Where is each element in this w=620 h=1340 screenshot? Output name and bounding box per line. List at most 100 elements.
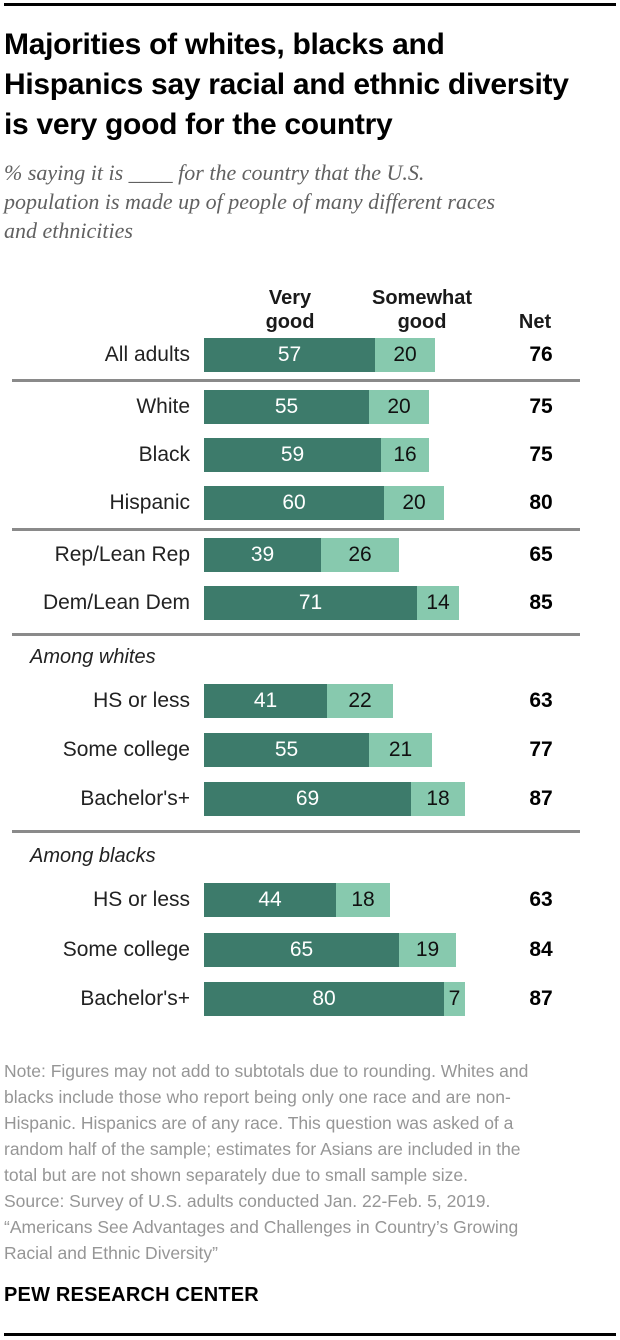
row-whites-some-college: Some college 55 21 77 <box>4 733 616 767</box>
section-divider <box>12 528 580 531</box>
row-label: HS or less <box>93 689 190 712</box>
row-dem-lean-dem: Dem/Lean Dem 71 14 85 <box>4 586 616 620</box>
very-good-value: 80 <box>312 987 336 1010</box>
very-good-segment: 55 <box>204 733 369 767</box>
row-black: Black 59 16 75 <box>4 438 616 472</box>
somewhat-good-value: 7 <box>448 987 461 1010</box>
stacked-bar: 41 22 <box>204 684 393 718</box>
very-good-segment: 57 <box>204 338 375 372</box>
row-hispanic: Hispanic 60 20 80 <box>4 486 616 520</box>
stacked-bar: 65 19 <box>204 933 456 967</box>
section-divider <box>12 633 580 636</box>
row-all-adults: All adults 57 20 76 <box>4 338 616 372</box>
somewhat-good-segment: 7 <box>444 982 465 1016</box>
net-value: 80 <box>529 491 553 514</box>
row-whites-hs-or-less: HS or less 41 22 63 <box>4 684 616 718</box>
very-good-segment: 65 <box>204 933 399 967</box>
row-label: Black <box>138 443 190 466</box>
very-good-segment: 60 <box>204 486 384 520</box>
very-good-value: 65 <box>289 938 314 961</box>
net-value: 63 <box>529 689 553 712</box>
very-good-segment: 39 <box>204 538 321 572</box>
stacked-bar: 39 26 <box>204 538 399 572</box>
somewhat-good-value: 20 <box>402 491 426 514</box>
very-good-segment: 44 <box>204 883 336 917</box>
page-title: Majorities of whites, blacks and Hispani… <box>4 28 569 141</box>
section-divider <box>12 830 580 833</box>
very-good-value: 60 <box>282 491 306 514</box>
stacked-bar: 69 18 <box>204 782 465 816</box>
somewhat-good-value: 16 <box>393 443 417 466</box>
column-header-net: Net <box>518 311 552 333</box>
very-good-segment: 80 <box>204 982 444 1016</box>
very-good-segment: 59 <box>204 438 381 472</box>
somewhat-good-segment: 18 <box>411 782 465 816</box>
somewhat-good-value: 18 <box>426 787 450 810</box>
somewhat-good-value: 14 <box>426 591 450 614</box>
somewhat-good-segment: 20 <box>384 486 444 520</box>
row-label: Bachelor's+ <box>80 987 190 1010</box>
somewhat-good-segment: 20 <box>375 338 435 372</box>
bottom-rule <box>4 1333 616 1336</box>
stacked-bar: 80 7 <box>204 982 465 1016</box>
very-good-value: 55 <box>274 738 299 761</box>
very-good-value: 57 <box>277 343 302 366</box>
somewhat-good-value: 19 <box>415 938 440 961</box>
net-value: 75 <box>529 395 553 418</box>
somewhat-good-segment: 20 <box>369 390 429 424</box>
net-value: 87 <box>529 987 553 1010</box>
note-and-source-text: Note: Figures may not add to subtotals d… <box>4 1061 529 1263</box>
very-good-segment: 41 <box>204 684 327 718</box>
net-value: 63 <box>529 888 553 911</box>
somewhat-good-segment: 19 <box>399 933 456 967</box>
top-rule <box>4 3 616 6</box>
row-blacks-some-college: Some college 65 19 84 <box>4 933 616 967</box>
very-good-value: 55 <box>274 395 299 418</box>
very-good-segment: 69 <box>204 782 411 816</box>
net-value: 65 <box>529 543 553 566</box>
pew-research-center-brand: PEW RESEARCH CENTER <box>4 1284 259 1306</box>
somewhat-good-segment: 16 <box>381 438 429 472</box>
stacked-bar: 59 16 <box>204 438 429 472</box>
stacked-bar: 55 21 <box>204 733 432 767</box>
somewhat-good-value: 21 <box>388 738 413 761</box>
row-blacks-hs-or-less: HS or less 44 18 63 <box>4 883 616 917</box>
row-label: Some college <box>62 938 190 961</box>
row-label: HS or less <box>93 888 190 911</box>
somewhat-good-value: 20 <box>393 343 417 366</box>
column-header-somewhat-good: Somewhat good <box>371 287 473 333</box>
somewhat-good-segment: 18 <box>336 883 390 917</box>
net-value: 75 <box>529 443 553 466</box>
somewhat-good-value: 26 <box>348 543 372 566</box>
section-label-among-blacks: Among blacks <box>30 845 156 867</box>
net-value: 77 <box>529 738 553 761</box>
somewhat-good-value: 22 <box>348 689 372 712</box>
chart-column-headers: Very good Somewhat good Net <box>4 276 616 338</box>
very-good-value: 41 <box>253 689 278 712</box>
very-good-value: 59 <box>280 443 305 466</box>
net-value: 84 <box>529 938 553 961</box>
very-good-segment: 55 <box>204 390 369 424</box>
very-good-value: 39 <box>250 543 275 566</box>
stacked-bar: 60 20 <box>204 486 444 520</box>
row-label: Hispanic <box>109 491 190 514</box>
row-blacks-bachelors-plus: Bachelor's+ 80 7 87 <box>4 982 616 1016</box>
very-good-value: 71 <box>298 591 323 614</box>
somewhat-good-segment: 26 <box>321 538 399 572</box>
row-label: Dem/Lean Dem <box>42 591 190 614</box>
row-label: All adults <box>104 343 190 366</box>
somewhat-good-segment: 21 <box>369 733 432 767</box>
net-value: 85 <box>529 591 553 614</box>
stacked-bar: 71 14 <box>204 586 459 620</box>
row-whites-bachelors-plus: Bachelor's+ 69 18 87 <box>4 782 616 816</box>
somewhat-good-segment: 14 <box>417 586 459 620</box>
column-header-very-good: Very good <box>265 287 315 333</box>
somewhat-good-value: 20 <box>387 395 411 418</box>
stacked-bar: 57 20 <box>204 338 435 372</box>
stacked-bar: 55 20 <box>204 390 429 424</box>
somewhat-good-value: 18 <box>351 888 375 911</box>
somewhat-good-segment: 22 <box>327 684 393 718</box>
stacked-bar: 44 18 <box>204 883 390 917</box>
very-good-segment: 71 <box>204 586 417 620</box>
